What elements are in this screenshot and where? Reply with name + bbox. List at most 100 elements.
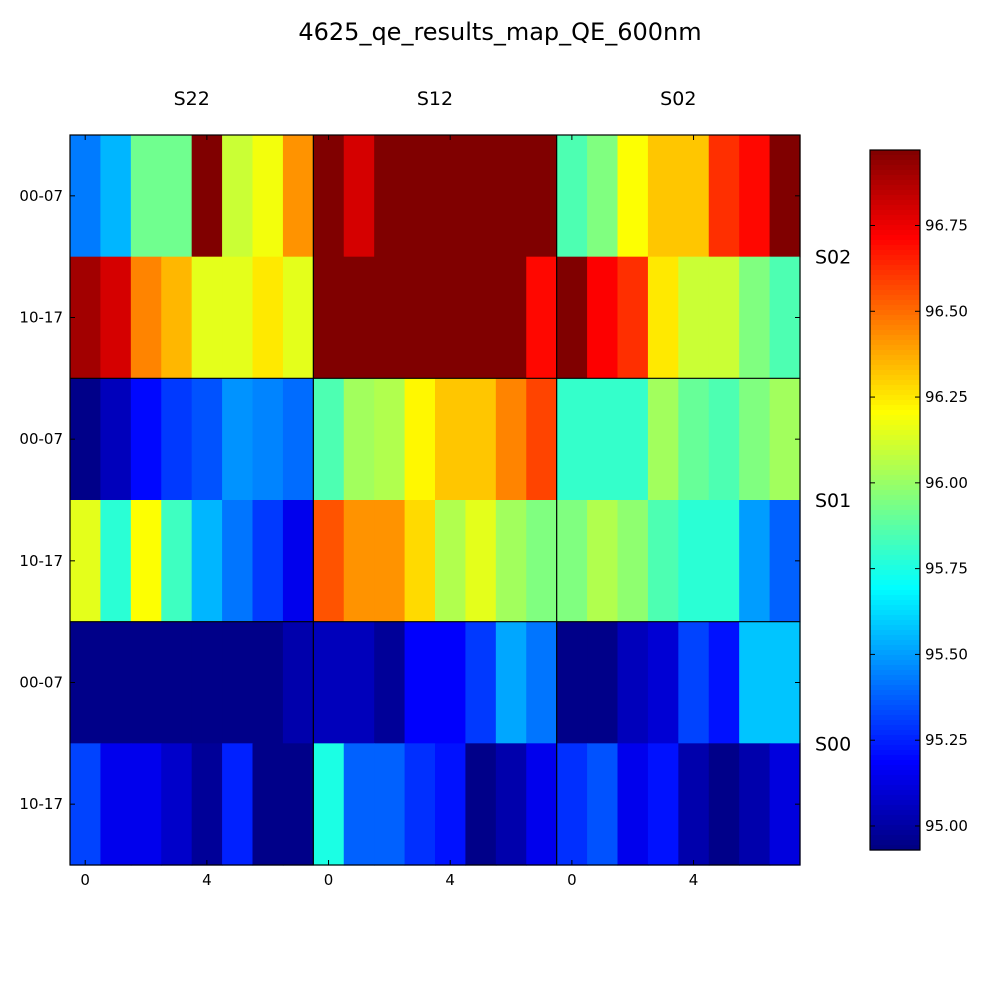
heatmap-cell	[313, 378, 345, 501]
colorbar-segment	[870, 345, 920, 351]
colorbar-segment	[870, 170, 920, 176]
colorbar-segment	[870, 765, 920, 771]
colorbar-segment	[870, 190, 920, 196]
colorbar-segment	[870, 810, 920, 816]
heatmap-cell	[526, 135, 558, 258]
colorbar-segment	[870, 800, 920, 806]
colorbar-segment	[870, 640, 920, 646]
colorbar-segment	[870, 690, 920, 696]
colorbar-tick-label: 95.00	[925, 817, 968, 835]
colorbar-segment	[870, 550, 920, 556]
colorbar-segment	[870, 660, 920, 666]
colorbar-segment	[870, 245, 920, 251]
colorbar-segment	[870, 820, 920, 826]
heatmap-cell	[191, 743, 223, 866]
heatmap-cell	[252, 135, 284, 258]
colorbar-segment	[870, 525, 920, 531]
colorbar-segment	[870, 375, 920, 381]
heatmap-cell	[435, 135, 467, 258]
colorbar-segment	[870, 180, 920, 186]
heatmap-cell	[191, 135, 223, 258]
colorbar-segment	[870, 310, 920, 316]
colorbar-segment	[870, 175, 920, 181]
colorbar-segment	[870, 845, 920, 851]
heatmap-cell	[739, 500, 771, 623]
colorbar-segment	[870, 780, 920, 786]
colorbar-segment	[870, 455, 920, 461]
colorbar-segment	[870, 605, 920, 611]
colorbar-segment	[870, 395, 920, 401]
heatmap-cell	[617, 256, 649, 379]
heatmap-cell	[252, 500, 284, 623]
colorbar-segment	[870, 515, 920, 521]
heatmap-cell	[495, 621, 527, 744]
heatmap-cell	[435, 743, 467, 866]
heatmap-cell	[130, 378, 162, 501]
heatmap-cell	[678, 743, 710, 866]
colorbar-segment	[870, 720, 920, 726]
colorbar-segment	[870, 655, 920, 661]
colorbar-segment	[870, 830, 920, 836]
heatmap-cell	[617, 378, 649, 501]
heatmap-cell	[222, 500, 254, 623]
column-block-label: S12	[417, 88, 453, 110]
colorbar-segment	[870, 520, 920, 526]
heatmap-cell	[70, 135, 102, 258]
heatmap-cell	[161, 621, 193, 744]
heatmap-cell	[647, 135, 679, 258]
colorbar-segment	[870, 295, 920, 301]
heatmap-cell	[647, 743, 679, 866]
colorbar-segment	[870, 825, 920, 831]
heatmap-cell	[70, 500, 102, 623]
heatmap-cell	[404, 256, 436, 379]
colorbar-segment	[870, 270, 920, 276]
colorbar-segment	[870, 580, 920, 586]
x-tick-label: 4	[689, 871, 699, 889]
heatmap-cell	[343, 743, 375, 866]
colorbar-segment	[870, 785, 920, 791]
colorbar-segment	[870, 645, 920, 651]
colorbar-segment	[870, 410, 920, 416]
heatmap-cell	[100, 621, 132, 744]
heatmap-cell	[100, 378, 132, 501]
heatmap-cell	[343, 500, 375, 623]
heatmap-cell	[70, 743, 102, 866]
colorbar-segment	[870, 400, 920, 406]
heatmap-cell	[222, 135, 254, 258]
colorbar-segment	[870, 200, 920, 206]
heatmap-cell	[556, 135, 588, 258]
heatmap-cell	[70, 378, 102, 501]
heatmap-cell	[252, 256, 284, 379]
x-tick-label: 0	[324, 871, 334, 889]
heatmap-cell	[495, 743, 527, 866]
heatmap-cell	[70, 621, 102, 744]
heatmap-cell	[100, 135, 132, 258]
colorbar-segment	[870, 350, 920, 356]
heatmap-cell	[161, 500, 193, 623]
heatmap-labels: S22 S12 S02S02S01S0000-0710-1700-0710-1700…	[19, 88, 851, 889]
colorbar-segment	[870, 195, 920, 201]
colorbar-tick-label: 96.75	[925, 217, 968, 235]
heatmap-cell	[191, 500, 223, 623]
heatmap-cell	[495, 500, 527, 623]
x-tick-label: 0	[80, 871, 90, 889]
colorbar-segment	[870, 695, 920, 701]
colorbar-segment	[870, 425, 920, 431]
colorbar-segment	[870, 440, 920, 446]
colorbar-segment	[870, 835, 920, 841]
heatmap-cell	[617, 621, 649, 744]
colorbar-segment	[870, 600, 920, 606]
y-tick-label: 10-17	[19, 552, 63, 570]
colorbar-segment	[870, 250, 920, 256]
heatmap-cell	[161, 135, 193, 258]
colorbar-segment	[870, 510, 920, 516]
heatmap-cell	[313, 500, 345, 623]
colorbar-segment	[870, 630, 920, 636]
heatmap-cell	[191, 621, 223, 744]
colorbar-segment	[870, 665, 920, 671]
colorbar-segment	[870, 435, 920, 441]
heatmap-cell	[435, 256, 467, 379]
heatmap-cell	[343, 378, 375, 501]
colorbar-tick-label: 95.75	[925, 560, 968, 578]
heatmap-cell	[404, 135, 436, 258]
